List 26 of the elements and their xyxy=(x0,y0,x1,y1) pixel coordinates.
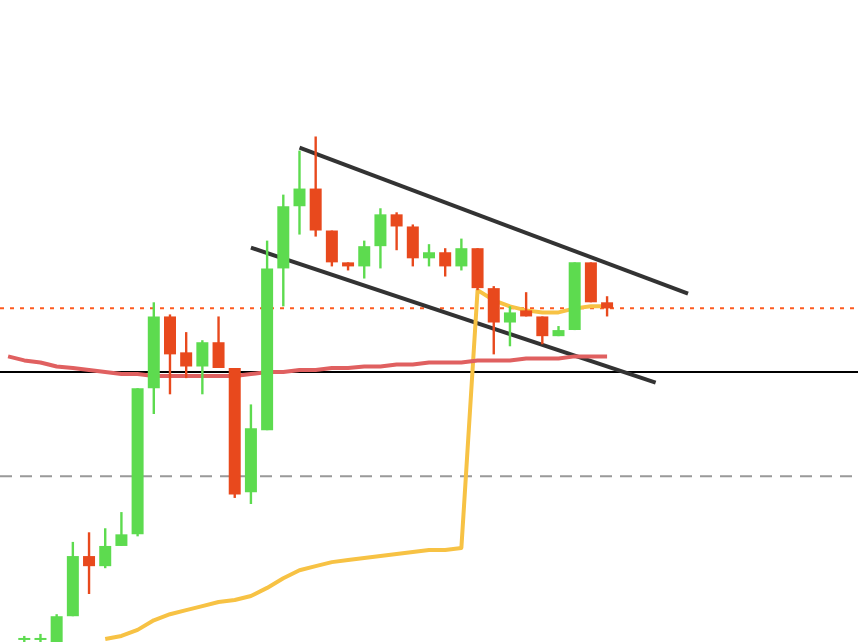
candlestick xyxy=(163,313,176,396)
candlestick xyxy=(309,135,322,238)
candlestick xyxy=(293,149,306,236)
candlestick xyxy=(374,207,387,270)
candlestick xyxy=(536,315,549,346)
candlestick xyxy=(390,211,403,252)
candlestick xyxy=(358,239,371,280)
candlestick xyxy=(471,247,484,292)
candlestick xyxy=(115,510,128,548)
candlestick xyxy=(325,229,338,268)
candlestick xyxy=(487,284,500,356)
candlestick xyxy=(50,613,63,642)
candlestick xyxy=(180,330,193,380)
candlestick xyxy=(584,261,597,304)
candlestick xyxy=(83,531,96,596)
candlestick xyxy=(520,290,533,318)
candlestick xyxy=(423,242,435,268)
candlestick xyxy=(439,247,452,278)
candlestick xyxy=(455,237,468,272)
candlestick xyxy=(601,295,614,318)
candlestick xyxy=(34,632,47,642)
candlestick xyxy=(196,339,209,396)
candlestick xyxy=(503,305,516,348)
candlestick xyxy=(212,315,225,370)
candlestick xyxy=(99,527,112,570)
candlestick xyxy=(406,223,419,268)
